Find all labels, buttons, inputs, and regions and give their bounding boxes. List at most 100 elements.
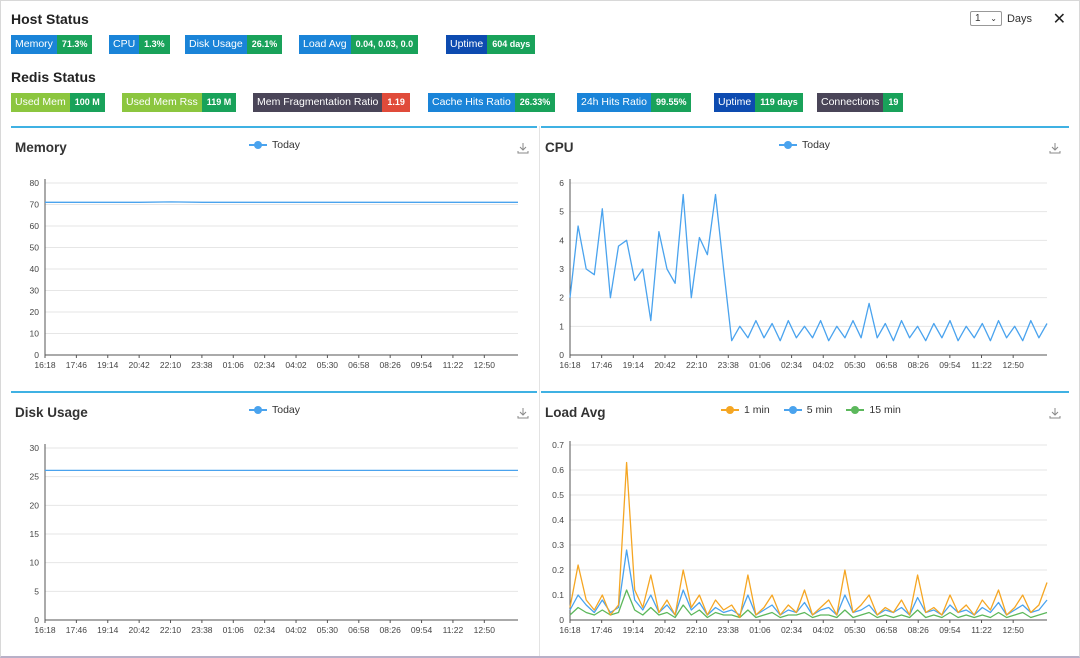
- legend-item-15min[interactable]: 15 min: [846, 404, 901, 416]
- x-tick-label: 17:46: [591, 625, 613, 635]
- x-tick-label: 12:50: [1003, 625, 1025, 635]
- x-tick-label: 11:22: [443, 625, 464, 635]
- y-tick-label: 0.7: [552, 440, 564, 450]
- x-tick-label: 12:50: [474, 360, 496, 370]
- y-tick-label: 15: [30, 529, 40, 539]
- x-tick-label: 05:30: [844, 360, 866, 370]
- chart-plot: 0 5 10 15 20 25 30 16:18 17:46 19:14 20:42 22:10 23:…: [30, 443, 518, 635]
- x-tick-label: 11:22: [971, 360, 992, 370]
- legend-label: Today: [802, 139, 831, 151]
- legend-item-1min[interactable]: 1 min: [721, 404, 770, 416]
- host-badge-uptime: Uptime 604 days: [446, 35, 536, 54]
- badge-value: 26.33%: [514, 93, 556, 112]
- badge-label: Cache Hits Ratio: [428, 93, 515, 112]
- x-tick-label: 12:50: [1003, 360, 1025, 370]
- x-tick-label: 06:58: [348, 360, 370, 370]
- redis-badge-uptime: Uptime 119 days: [714, 93, 803, 112]
- y-tick-label: 0.6: [552, 465, 564, 475]
- x-tick-label: 22:10: [686, 360, 708, 370]
- x-tick-label: 20:42: [128, 360, 150, 370]
- series-line-today: [569, 193, 1048, 342]
- badge-value: 19: [883, 93, 904, 112]
- redis-badge-24h-hits-ratio: 24h Hits Ratio 99.55%: [577, 93, 692, 112]
- host-badge-memory: Memory 71.3%: [11, 35, 93, 54]
- x-tick-label: 12:50: [474, 625, 496, 635]
- badge-label: Uptime: [446, 35, 488, 54]
- badge-label: Used Mem: [11, 93, 70, 112]
- x-tick-label: 04:02: [285, 625, 307, 635]
- badge-label: Uptime: [714, 93, 756, 112]
- x-tick-label: 23:38: [718, 360, 740, 370]
- legend-label: Today: [272, 139, 301, 151]
- x-tick-label: 16:18: [34, 625, 56, 635]
- badge-value: 100 M: [69, 93, 105, 112]
- x-tick-label: 04:02: [285, 360, 307, 370]
- badge-value: 26.1%: [246, 35, 283, 54]
- load-avg-chart-panel: 0 0.1 0.2 0.3 0.4 0.5 0.6 0.7 16:18 17:46 19:14 20:…: [541, 391, 1069, 655]
- y-tick-label: 0: [34, 615, 39, 625]
- y-tick-label: 4: [559, 235, 564, 245]
- legend-item-5min[interactable]: 5 min: [783, 404, 832, 416]
- redis-badge-mem-fragmentation: Mem Fragmentation Ratio 1.19: [253, 93, 410, 112]
- x-tick-label: 22:10: [160, 360, 182, 370]
- x-tick-label: 23:38: [191, 625, 213, 635]
- badge-value: 99.55%: [650, 93, 692, 112]
- x-tick-label: 02:34: [254, 625, 276, 635]
- download-icon[interactable]: [517, 142, 529, 154]
- x-tick-label: 04:02: [813, 360, 835, 370]
- close-icon[interactable]: ✕: [1052, 11, 1066, 28]
- y-tick-label: 6: [559, 178, 564, 188]
- chart-legend: 1 min 5 min 15 min: [721, 404, 915, 416]
- y-tick-label: 20: [30, 307, 40, 317]
- x-tick-label: 05:30: [317, 360, 339, 370]
- y-tick-label: 10: [30, 329, 40, 339]
- x-tick-label: 19:14: [623, 360, 645, 370]
- legend-label: 15 min: [869, 404, 901, 416]
- badge-label: Memory: [11, 35, 57, 54]
- x-tick-label: 23:38: [191, 360, 213, 370]
- x-tick-label: 08:26: [380, 625, 402, 635]
- y-tick-label: 25: [30, 472, 40, 482]
- download-icon[interactable]: [1049, 407, 1061, 419]
- host-badge-load-avg: Load Avg 0.04, 0.03, 0.0: [299, 35, 419, 54]
- legend-item-today[interactable]: Today: [779, 139, 830, 151]
- y-tick-label: 0: [559, 615, 564, 625]
- x-tick-label: 08:26: [380, 360, 402, 370]
- series-line-15-min: [569, 589, 1048, 619]
- y-tick-label: 10: [30, 558, 40, 568]
- series-line-1-min: [569, 461, 1048, 619]
- badge-value: 1.3%: [139, 35, 170, 54]
- chart-plot: 0 1 2 3 4 5 6 16:18 17:46 19:14 20:42 22:10 23:38 01:…: [559, 178, 1048, 370]
- badge-label: Used Mem Rss: [122, 93, 202, 112]
- chart-title: Load Avg: [545, 405, 606, 420]
- badge-label: Connections: [817, 93, 884, 112]
- x-tick-label: 08:26: [908, 625, 930, 635]
- y-tick-label: 80: [30, 178, 40, 188]
- y-tick-label: 20: [30, 500, 40, 510]
- y-tick-label: 0.4: [552, 515, 564, 525]
- host-badge-cpu: CPU 1.3%: [109, 35, 170, 54]
- download-icon[interactable]: [517, 407, 529, 419]
- download-icon[interactable]: [1049, 142, 1061, 154]
- y-tick-label: 0.2: [552, 565, 564, 575]
- x-tick-label: 01:06: [749, 360, 771, 370]
- x-tick-label: 19:14: [97, 360, 119, 370]
- x-tick-label: 19:14: [623, 625, 645, 635]
- redis-badge-used-mem: Used Mem 100 M: [11, 93, 105, 112]
- legend-item-today[interactable]: Today: [249, 139, 300, 151]
- x-tick-label: 02:34: [781, 625, 803, 635]
- host-badge-disk-usage: Disk Usage 26.1%: [185, 35, 283, 54]
- x-tick-label: 01:06: [223, 625, 245, 635]
- redis-badge-cache-hits-ratio: Cache Hits Ratio 26.33%: [428, 93, 556, 112]
- x-tick-label: 04:02: [813, 625, 835, 635]
- y-tick-label: 2: [559, 293, 564, 303]
- range-dropdown[interactable]: 1 ⌄: [969, 11, 1002, 26]
- legend-item-today[interactable]: Today: [249, 404, 300, 416]
- chart-title: CPU: [545, 140, 574, 155]
- badge-label: Disk Usage: [185, 35, 247, 54]
- x-tick-label: 20:42: [128, 625, 150, 635]
- x-tick-label: 23:38: [718, 625, 740, 635]
- y-tick-label: 40: [30, 264, 40, 274]
- x-tick-label: 17:46: [66, 360, 88, 370]
- chart-title: Disk Usage: [15, 405, 88, 420]
